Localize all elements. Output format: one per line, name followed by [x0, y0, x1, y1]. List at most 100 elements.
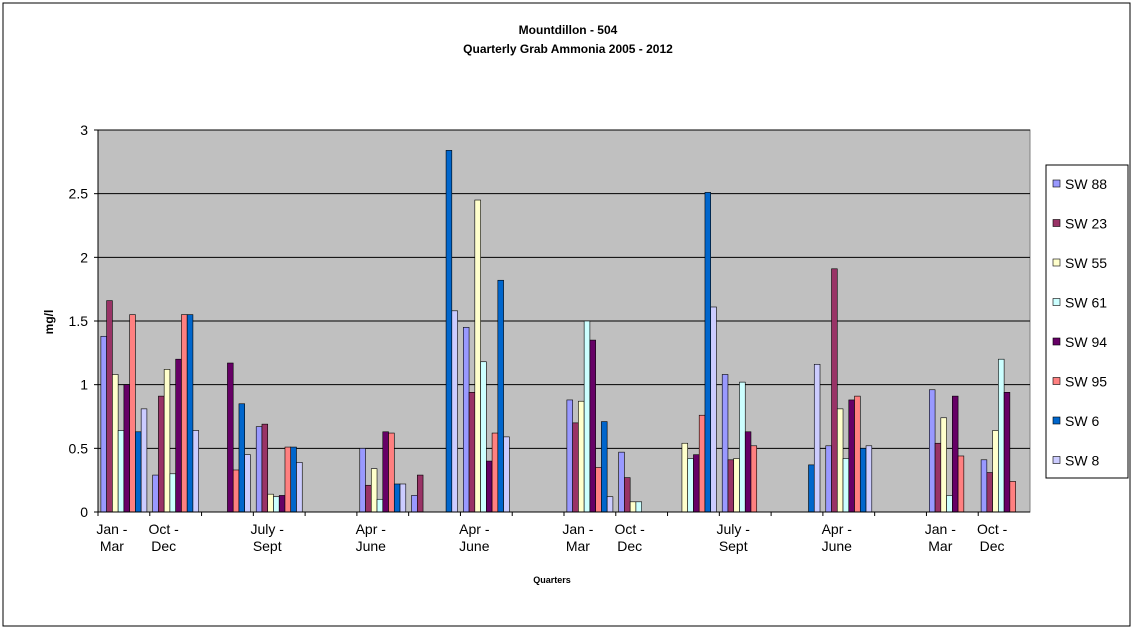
- bar: [952, 395, 959, 513]
- legend-swatch: [1052, 337, 1061, 346]
- bar: [393, 483, 401, 513]
- bar: [163, 369, 171, 513]
- bar: [175, 358, 182, 513]
- y-tick-label: 2.5: [69, 186, 89, 202]
- x-tick-label: Apr -June: [459, 521, 490, 554]
- bar: [273, 496, 280, 513]
- bar: [388, 432, 395, 513]
- bar: [980, 459, 988, 513]
- bar: [169, 473, 176, 513]
- bar: [186, 314, 194, 513]
- y-tick-label: 1.5: [69, 313, 89, 329]
- bar: [710, 306, 717, 513]
- x-tick-label: Jan -Mar: [562, 521, 593, 554]
- x-tick-label: July -Sept: [250, 521, 284, 554]
- bar: [290, 446, 297, 513]
- bar: [463, 327, 470, 513]
- legend-swatch: [1052, 416, 1061, 425]
- bar: [940, 417, 947, 513]
- bar: [681, 442, 688, 513]
- bar: [831, 268, 838, 513]
- legend-swatch: [1052, 298, 1061, 306]
- bar: [808, 464, 815, 513]
- bar: [934, 442, 942, 513]
- legend-swatch: [1052, 179, 1061, 188]
- bar: [704, 192, 712, 513]
- bar: [813, 363, 821, 513]
- bar: [618, 451, 625, 513]
- chart-subtitle: Quarterly Grab Ammonia 2005 - 2012: [463, 42, 673, 56]
- bar: [1009, 481, 1016, 513]
- bar: [474, 199, 481, 513]
- legend-label: SW 95: [1065, 374, 1107, 390]
- x-tick-label: Oct -Dec: [148, 521, 179, 554]
- x-tick-label: Apr -June: [822, 521, 853, 554]
- legend-label: SW 8: [1065, 453, 1099, 469]
- bar: [278, 495, 286, 513]
- bar: [232, 469, 240, 513]
- bar: [825, 445, 832, 513]
- bar: [480, 361, 487, 513]
- y-tick-label: 1: [80, 377, 88, 393]
- bar: [854, 395, 861, 513]
- bar: [572, 422, 579, 513]
- y-tick-label: 2: [80, 249, 88, 265]
- legend-label: SW 88: [1065, 176, 1107, 192]
- bar: [491, 432, 499, 513]
- y-tick-label: 0.5: [69, 440, 89, 456]
- bar: [744, 431, 752, 513]
- bar: [848, 399, 855, 513]
- bar: [986, 472, 993, 513]
- bar: [595, 467, 602, 513]
- bar: [117, 430, 125, 513]
- bar: [284, 446, 292, 513]
- bar: [733, 458, 740, 513]
- x-tick-label: Oct -Dec: [614, 521, 645, 554]
- bar: [566, 399, 573, 513]
- x-tick-label: Apr -June: [356, 521, 387, 554]
- bar: [842, 458, 850, 513]
- bar: [267, 493, 274, 513]
- bar: [468, 392, 476, 513]
- legend-label: SW 61: [1065, 295, 1107, 311]
- bar: [135, 431, 142, 513]
- bar: [929, 389, 936, 513]
- bar: [244, 454, 251, 513]
- bar: [261, 423, 269, 513]
- x-tick-label: Jan -Mar: [925, 521, 956, 554]
- bar: [238, 403, 246, 513]
- x-axis-label: Quarters: [533, 575, 571, 585]
- bar: [998, 358, 1005, 513]
- bar: [123, 384, 130, 513]
- bar: [451, 310, 458, 513]
- bar: [503, 436, 510, 513]
- y-axis-label: mg/l: [42, 310, 56, 335]
- x-tick-label: Oct -Dec: [977, 521, 1008, 554]
- chart-title: Mountdillon - 504: [519, 23, 618, 37]
- legend-swatch: [1052, 377, 1061, 385]
- legend-label: SW 94: [1065, 334, 1107, 350]
- bar: [129, 314, 136, 513]
- legend-label: SW 55: [1065, 255, 1107, 271]
- bar: [106, 300, 113, 513]
- bar: [687, 458, 694, 513]
- bar: [359, 448, 366, 513]
- bar: [1003, 392, 1011, 513]
- x-tick-label: July -Sept: [716, 521, 750, 554]
- bar: [296, 462, 303, 513]
- bar: [158, 395, 165, 513]
- y-tick-label: 0: [80, 504, 88, 520]
- bar: [957, 455, 965, 513]
- bar: [399, 483, 407, 513]
- legend-label: SW 23: [1065, 216, 1107, 232]
- bar: [112, 374, 119, 513]
- bar: [445, 150, 453, 513]
- legend-box: [1045, 164, 1129, 479]
- bar: [589, 339, 596, 513]
- bar: [370, 468, 378, 513]
- bar: [946, 495, 953, 513]
- bar: [486, 460, 493, 513]
- bar: [629, 501, 637, 513]
- x-tick-label: Jan -Mar: [96, 521, 127, 554]
